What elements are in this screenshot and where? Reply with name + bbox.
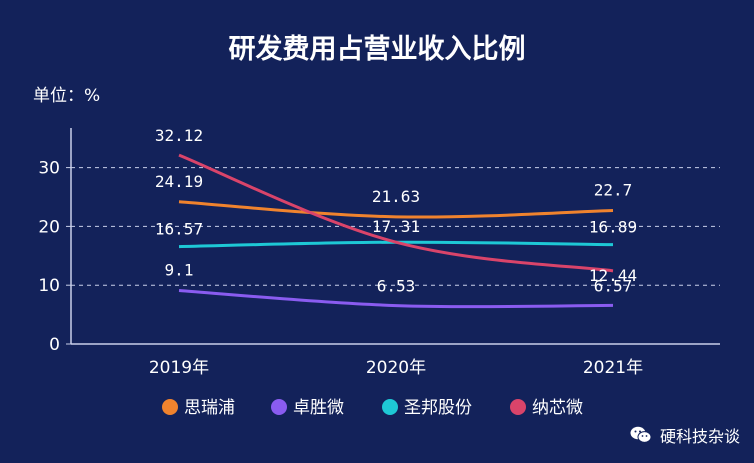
series-line-1 xyxy=(178,288,614,309)
y-tick-label: 10 xyxy=(38,276,60,296)
data-label: 21.63 xyxy=(372,187,420,206)
legend-swatch xyxy=(271,399,287,415)
legend-label: 纳芯微 xyxy=(532,398,583,418)
x-tick-label: 2021年 xyxy=(583,358,643,378)
y-tick-label: 30 xyxy=(38,159,60,179)
x-tick-label: 2019年 xyxy=(149,358,209,378)
data-label: 17.31 xyxy=(372,217,420,236)
legend-label: 圣邦股份 xyxy=(404,398,472,418)
legend: 思瑞浦 卓胜微 圣邦股份 纳芯微 xyxy=(162,398,583,418)
legend-swatch xyxy=(510,399,526,415)
y-tick-label: 20 xyxy=(38,217,60,237)
data-label: 32.12 xyxy=(155,126,203,145)
data-label: 6.53 xyxy=(377,277,416,296)
legend-swatch xyxy=(162,399,178,415)
series-line-0 xyxy=(178,200,614,219)
y-tick-label: 0 xyxy=(49,335,60,355)
series-lines xyxy=(178,153,614,309)
data-label: 12.44 xyxy=(589,266,637,285)
axes: 0 10 20 30 2019年 2020年 2021年 xyxy=(38,128,720,378)
chart-title: 研发费用占营业收入比例 xyxy=(229,33,526,65)
legend-label: 卓胜微 xyxy=(293,398,344,418)
data-label: 6.57 xyxy=(594,276,633,295)
x-tick-label: 2020年 xyxy=(366,358,426,378)
data-labels: 24.19 21.63 22.7 9.1 6.53 6.57 16.57 17.31 16.89… xyxy=(155,126,637,295)
data-label: 24.19 xyxy=(155,172,203,191)
watermark: 硬科技杂谈 xyxy=(630,423,740,447)
data-label: 22.7 xyxy=(594,181,633,200)
unit-label: 单位：% xyxy=(33,86,100,106)
watermark-text: 硬科技杂谈 xyxy=(659,427,740,446)
series-line-3 xyxy=(178,153,614,273)
legend-swatch xyxy=(382,399,398,415)
legend-label: 思瑞浦 xyxy=(184,398,235,418)
wechat-icon xyxy=(630,426,652,443)
data-label: 16.57 xyxy=(155,220,203,239)
data-label: 9.1 xyxy=(165,260,194,279)
data-label: 16.89 xyxy=(589,218,637,237)
